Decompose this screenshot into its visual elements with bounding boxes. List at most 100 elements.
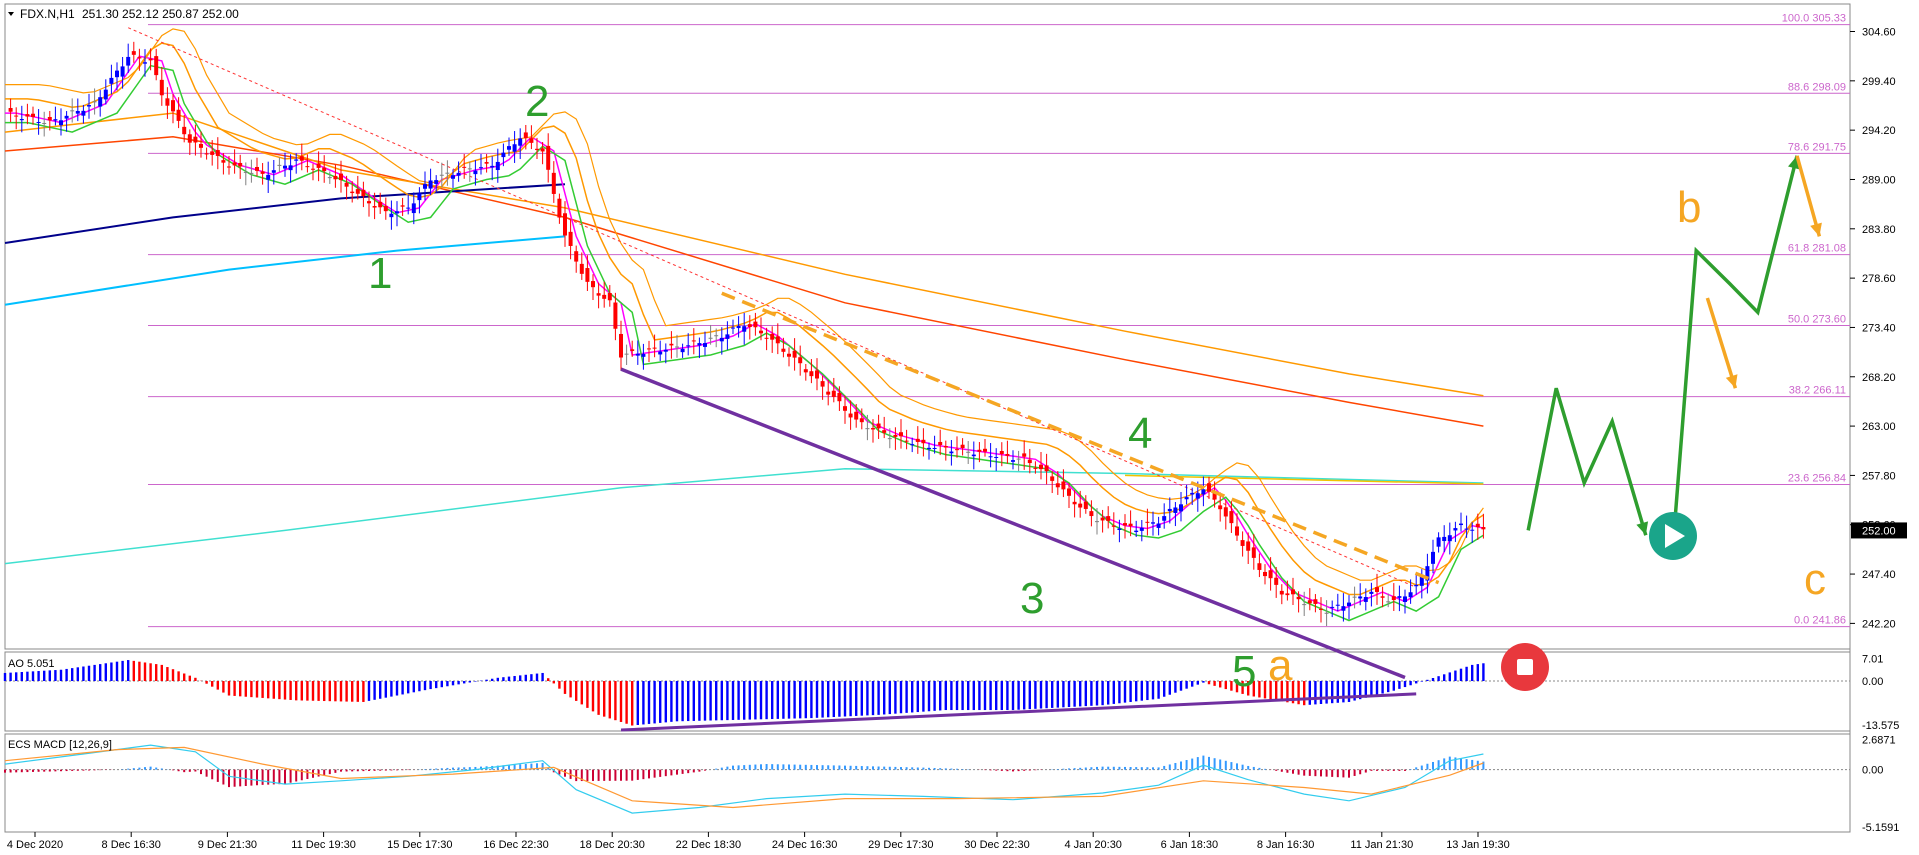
candle (98, 90, 103, 117)
candle-body (243, 171, 248, 173)
candle (854, 403, 859, 428)
candle (210, 140, 215, 166)
candle-body (159, 79, 164, 96)
candle (462, 154, 467, 179)
candle (159, 66, 164, 106)
candle-body (434, 180, 439, 184)
candle (490, 156, 495, 181)
candle-body (249, 172, 254, 174)
wave-label-1: 1 (368, 249, 392, 298)
candle (294, 153, 299, 174)
candle-body (1470, 529, 1475, 531)
candle-body (115, 70, 119, 78)
candle-body (792, 350, 797, 358)
candle-body (1027, 459, 1032, 464)
candle-body (316, 163, 321, 168)
candle (1223, 499, 1228, 530)
candle (1235, 513, 1239, 541)
candle-body (490, 165, 495, 168)
candle-body (523, 132, 528, 139)
candle-body (350, 191, 355, 194)
time-label-7: 22 Dec 18:30 (676, 839, 741, 851)
candle-body (187, 134, 192, 143)
candle (126, 43, 131, 73)
ema-blue-line (4, 183, 566, 244)
symbol-dropdown-icon[interactable] (8, 12, 14, 16)
candle-body (876, 423, 881, 429)
candle (607, 285, 612, 307)
candle (411, 192, 416, 225)
play-button[interactable] (1649, 512, 1697, 560)
candle (1106, 506, 1111, 529)
candle (1212, 481, 1217, 508)
price-tick-label-11: 247.40 (1862, 569, 1896, 581)
candle (759, 317, 763, 341)
candle-body (59, 120, 63, 126)
candle-body (647, 348, 651, 350)
candle (725, 321, 730, 350)
candle-body (143, 62, 147, 64)
macd-tick-label-1: 0.00 (1862, 765, 1883, 777)
candle (1341, 593, 1346, 622)
candle-body (815, 370, 819, 379)
candle-body (921, 439, 926, 444)
candle-body (501, 152, 506, 158)
candle-body (1257, 563, 1262, 570)
green-projection-arrow-1-path (1672, 155, 1799, 536)
candle (501, 143, 506, 167)
candle-body (1072, 501, 1077, 505)
candle-body (221, 160, 226, 163)
candle (171, 94, 175, 124)
candle-body (260, 171, 265, 174)
candle-body (1083, 501, 1088, 509)
candle (1246, 532, 1251, 564)
candle (1151, 511, 1155, 536)
candle-body (949, 451, 954, 454)
candle (305, 154, 310, 173)
candle-body (529, 138, 534, 143)
candle (546, 133, 551, 183)
candle (1072, 490, 1077, 518)
candle (283, 152, 287, 177)
candle-body (1145, 521, 1150, 523)
candle (742, 312, 747, 345)
green-projection-arrow-0-path (1526, 387, 1648, 536)
candle (809, 359, 814, 384)
candle (372, 192, 377, 220)
candle (277, 157, 282, 172)
candle-body (1302, 604, 1307, 606)
candle-body (1414, 585, 1419, 587)
candle (915, 426, 920, 454)
candle (14, 107, 19, 130)
candle-body (697, 343, 702, 346)
candle-body (1464, 528, 1469, 530)
fib-label-0: 100.0 305.33 (1782, 13, 1846, 25)
candle-body (725, 334, 730, 339)
resistance-dashed-line (721, 291, 1440, 585)
candle-body (255, 167, 259, 171)
candle-body (439, 174, 444, 176)
candle-body (619, 333, 623, 358)
time-label-12: 6 Jan 18:30 (1161, 839, 1219, 851)
candle-body (630, 349, 635, 351)
candle (255, 157, 259, 177)
orange-projection-arrow-0 (1705, 297, 1738, 389)
wave-label-5: 5 (1232, 647, 1256, 696)
candle-body (299, 156, 304, 161)
candle-body (848, 413, 853, 418)
candle-body (736, 325, 741, 329)
candle-body (47, 116, 52, 121)
candle (770, 326, 775, 353)
candle-body (81, 110, 86, 116)
candle (1156, 516, 1161, 536)
candle-body (389, 213, 394, 218)
candle (316, 151, 321, 182)
candle-body (148, 58, 153, 61)
candle (1464, 515, 1469, 538)
candle-body (731, 327, 735, 329)
stop-button[interactable] (1501, 643, 1549, 691)
candle (115, 62, 119, 91)
price-tick-label-6: 273.40 (1862, 322, 1896, 334)
candle (1011, 450, 1015, 470)
wave-label-a: a (1268, 641, 1293, 690)
